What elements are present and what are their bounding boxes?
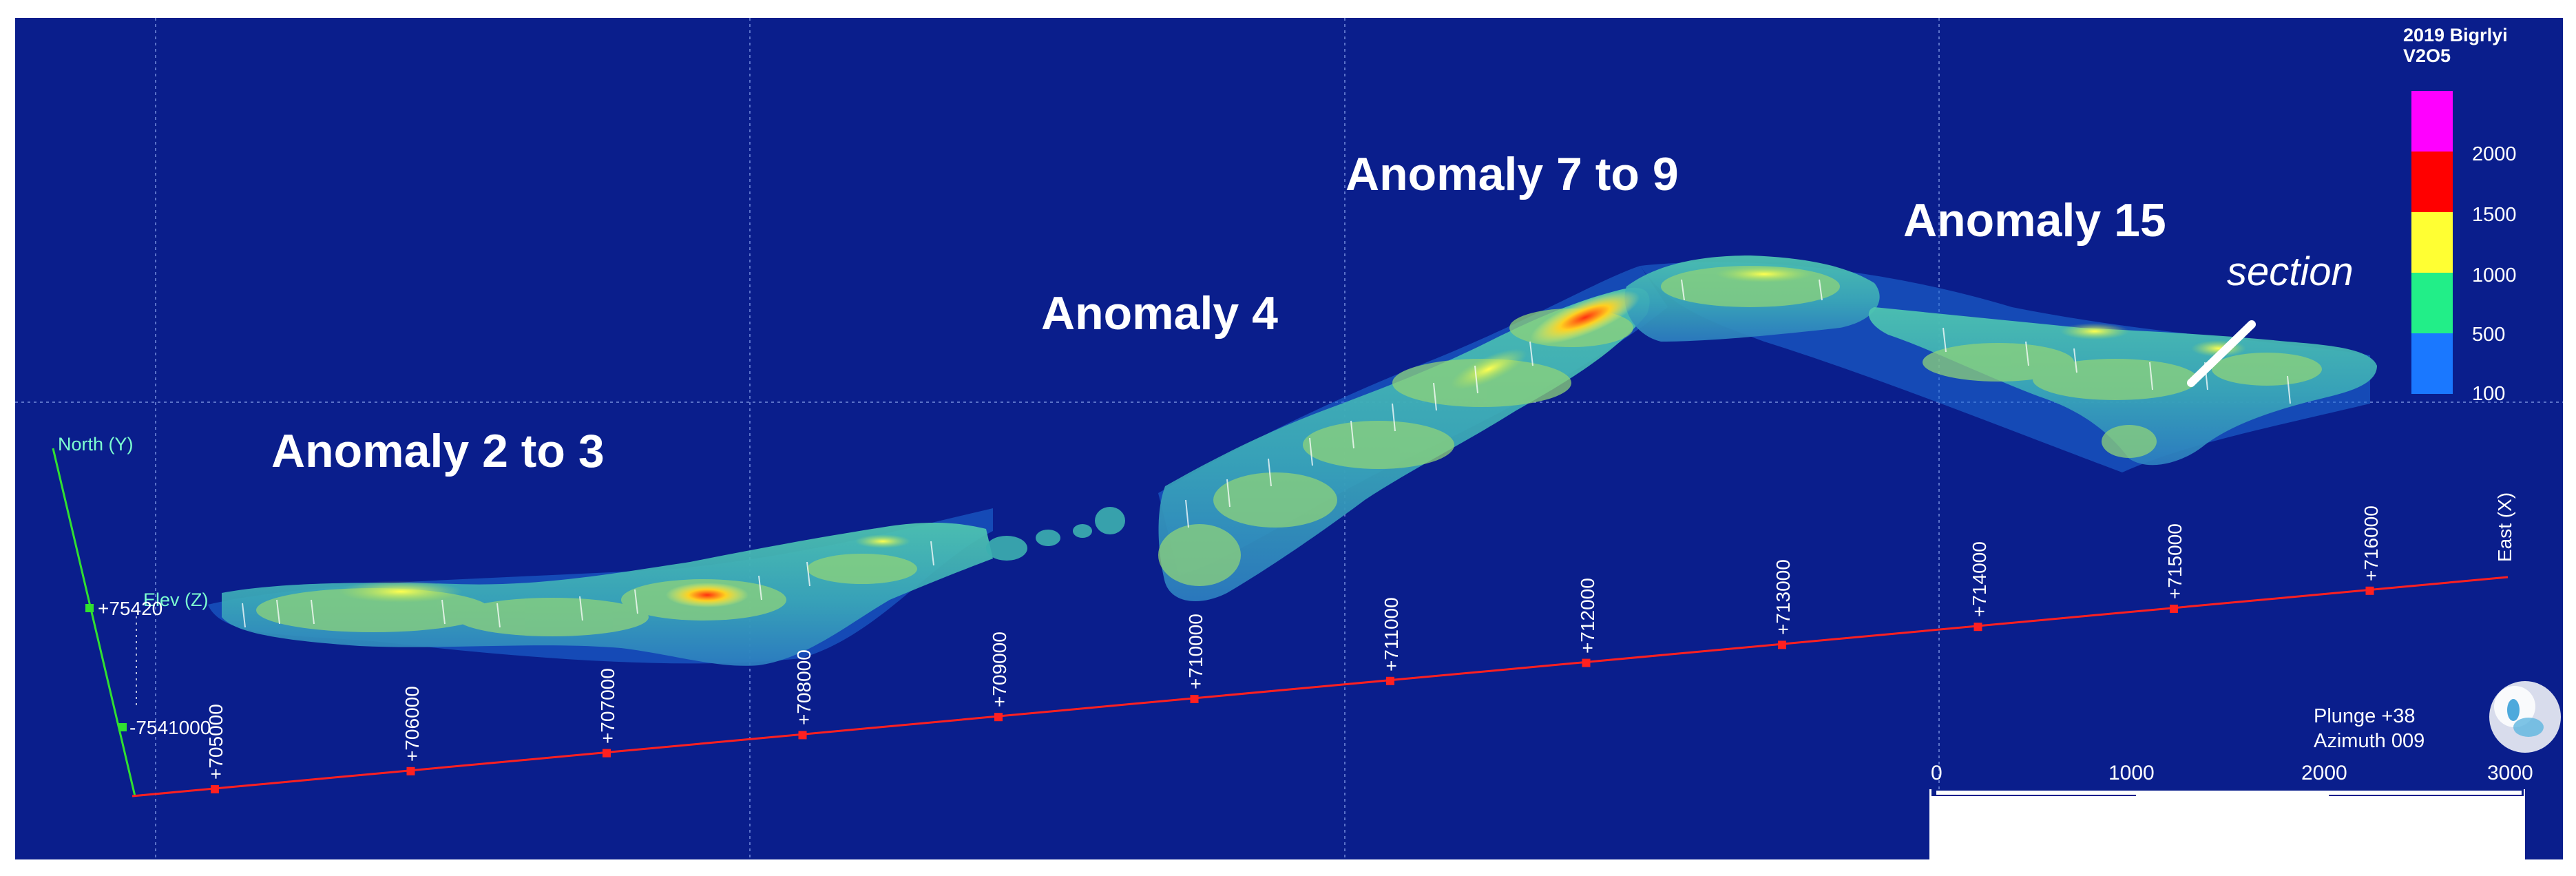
east-tick-mark [2170,605,2178,613]
east-tick-label: +707000 [597,667,618,744]
east-tick-label: +706000 [401,686,423,762]
east-tick-label: +712000 [1576,577,1598,654]
orebody-hotspots [339,266,2246,607]
legend-title: 2019 Bigrlyi V2O5 [2403,25,2508,66]
orebody-fragments [986,507,1125,561]
label-section: section [2227,249,2354,294]
east-tick-label: +714000 [1968,541,1990,618]
legend-swatch-1000 [2411,212,2453,273]
legend-swatch-1500 [2411,152,2453,212]
east-tick-label: +705000 [205,704,227,780]
scale-label-2000: 2000 [2301,762,2347,784]
east-tick-mark [1973,623,1982,632]
east-tick-label: +711000 [1381,597,1402,671]
east-tick-mark [603,749,611,758]
scene-graphics [15,18,2563,859]
label-anomaly-4: Anomaly 4 [1041,287,1278,340]
east-tick-mark [1582,658,1591,667]
label-anomaly-15: Anomaly 15 [1903,194,2166,247]
legend-swatch-2000 [2411,91,2453,152]
axis-label-east: East (X) [2494,492,2515,562]
east-tick-mark [994,713,1003,722]
legend-title-line2: V2O5 [2403,45,2451,66]
grid-lines [15,18,2563,859]
label-anomaly-7-9: Anomaly 7 to 9 [1345,148,1679,200]
north-tick-1: +75420 [98,598,163,619]
scale-label-0: 0 [1931,762,1943,784]
view-orientation: Plunge +38 Azimuth 009 [2314,704,2425,753]
east-tick-label: +710000 [1184,614,1206,689]
legend-label-2000: 2000 [2472,143,2517,165]
east-tick-label: +708000 [793,649,815,726]
drill-traces [242,279,2291,628]
scale-label-1000: 1000 [2108,762,2155,784]
east-tick-label: +716000 [2360,505,2382,581]
legend-label-1000: 1000 [2472,264,2517,286]
legend-title-line1: 2019 Bigrlyi [2403,25,2508,45]
plunge-text: Plunge +38 [2314,705,2416,727]
scale-label-3000: 3000 [2487,762,2533,784]
legend-label-1500: 1500 [2472,204,2517,226]
east-tick-mark [1190,695,1199,703]
legend-label-500: 500 [2472,324,2506,346]
legend-swatch-100 [2411,333,2453,394]
east-tick-mark [1778,640,1786,649]
north-axis [52,448,137,797]
scale-bar [1929,789,2525,859]
label-anomaly-2-3: Anomaly 2 to 3 [271,425,605,477]
east-tick-mark [211,785,219,793]
section-marker [2187,320,2256,387]
east-tick-mark [1386,676,1394,685]
legend-label-100: 100 [2472,383,2506,405]
east-tick-label: +709000 [989,632,1010,708]
azimuth-text: Azimuth 009 [2314,730,2425,752]
east-tick-mark [406,766,415,775]
east-tick-mark [798,731,807,740]
axis-label-elev: Elev (Z) [143,590,209,610]
3d-viewport[interactable]: Anomaly 2 to 3 Anomaly 4 Anomaly 7 to 9 … [15,18,2563,859]
axis-label-north: North (Y) [58,434,134,455]
east-tick-label: +713000 [1772,559,1794,636]
east-tick-mark [2365,586,2374,595]
orientation-sphere-icon[interactable] [2489,681,2561,753]
east-tick-label: +715000 [2164,523,2186,599]
legend-color-bar [2411,91,2453,394]
north-tick-2: -7541000 [129,717,211,738]
legend-swatch-500 [2411,273,2453,333]
east-axis [132,576,2509,797]
